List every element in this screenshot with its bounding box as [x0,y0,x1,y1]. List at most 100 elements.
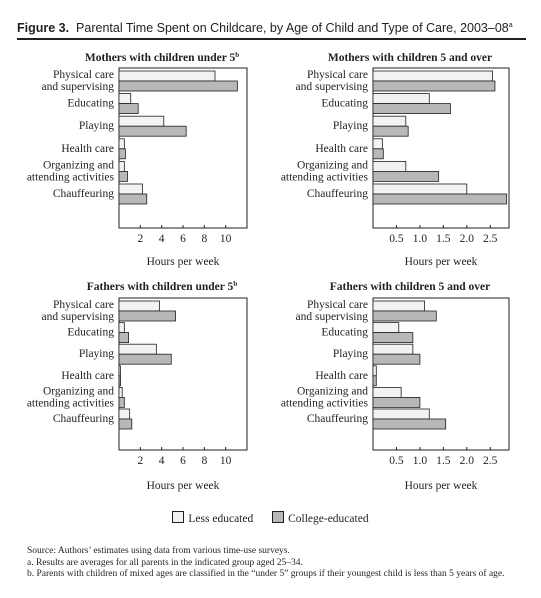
bar-fathers-under5-less-educated [118,386,123,398]
category-label-fathers-5over: Chauffeuring [307,413,368,425]
note-a: a. Results are averages for all parents … [27,557,303,568]
bar-fathers-under5-college-educated [118,418,133,430]
category-label-fathers-5over: and supervising [295,311,368,323]
x-tick-label-fathers-under5: 8 [201,455,207,467]
category-label-mothers-under5: Educating [67,98,114,110]
x-tick-label-mothers-under5: 2 [137,233,143,245]
title-rule [17,38,526,40]
legend-swatch-less-educated [172,511,185,523]
x-axis-label-mothers-under5: Hours per week [147,256,220,268]
bar-fathers-under5-less-educated [118,343,157,355]
bar-mothers-5over-less-educated [372,115,407,127]
bar-mothers-under5-college-educated [118,103,139,114]
category-label-fathers-under5: attending activities [27,397,115,409]
category-label-mothers-5over: Health care [315,143,368,155]
bar-mothers-5over-college-educated [372,170,440,182]
bar-fathers-under5-less-educated [118,365,121,377]
bar-mothers-5over-less-educated [372,183,468,195]
category-label-fathers-5over: attending activities [281,397,369,409]
category-label-fathers-under5: Playing [79,348,114,360]
bar-fathers-5over-college-educated [372,310,437,322]
bar-fathers-5over-college-educated [372,353,421,365]
category-label-fathers-5over: Physical care [307,299,368,311]
note-b: b. Parents with children of mixed ages a… [27,569,505,579]
chart-title-mothers-under5: Mothers with children under 5b [85,51,239,64]
bar-mothers-under5-college-educated [118,170,128,182]
category-label-fathers-under5: Educating [67,327,114,339]
category-label-mothers-under5: Chauffeuring [53,188,114,200]
bar-mothers-under5-less-educated [118,93,132,104]
bar-fathers-5over-college-educated [372,396,421,408]
x-tick-label-fathers-under5: 2 [137,455,143,467]
x-axis-label-mothers-5over: Hours per week [405,256,478,268]
category-label-mothers-under5: Physical care [53,69,114,81]
category-label-fathers-under5: Organizing and [43,385,114,397]
category-label-mothers-5over: Chauffeuring [307,188,368,200]
bar-mothers-5over-less-educated [372,138,383,150]
bar-fathers-under5-less-educated [118,322,125,334]
chart-title-fathers-5over: Fathers with children 5 and over [330,281,490,293]
bar-mothers-5over-less-educated [372,160,407,172]
bar-mothers-under5-less-educated [118,183,143,195]
category-label-fathers-5over: Organizing and [297,385,368,397]
x-tick-label-mothers-5over: 2.5 [483,233,498,245]
bar-fathers-under5-college-educated [118,332,129,344]
x-tick-label-mothers-under5: 4 [159,233,165,245]
bar-fathers-under5-less-educated [118,408,131,420]
bar-mothers-5over-less-educated [372,70,493,82]
bar-mothers-under5-less-educated [118,160,125,172]
bar-mothers-under5-college-educated [118,193,148,205]
chart-title-mothers-5over: Mothers with children 5 and over [328,52,492,64]
figure-title-marker: a [508,21,513,29]
x-tick-label-mothers-under5: 10 [220,233,232,245]
charts-canvas: Mothers with children under 5b2 4 6 8 10Hour… [27,51,510,492]
bar-fathers-5over-less-educated [372,343,414,355]
bar-fathers-under5-less-educated [118,300,160,312]
bar-fathers-5over-less-educated [372,365,377,377]
x-axis-label-fathers-under5: Hours per week [147,480,220,492]
bar-mothers-under5-college-educated [118,148,126,160]
category-label-mothers-under5: Playing [79,120,114,132]
figure-title: Figure 3. Parental Time Spent on Childca… [17,21,527,35]
x-tick-label-fathers-5over: 2.5 [483,455,498,467]
x-tick-label-fathers-5over: 2.0 [460,455,475,467]
category-label-fathers-5over: Playing [333,348,368,360]
bar-fathers-5over-less-educated [372,386,402,398]
category-label-fathers-under5: Chauffeuring [53,413,114,425]
category-label-mothers-under5: attending activities [27,171,115,183]
legend-label-less-educated: Less educated [188,513,254,525]
category-label-mothers-5over: Organizing and [297,159,368,171]
x-tick-label-fathers-5over: 1.0 [413,455,428,467]
note-source: Source: Authors’ estimates using data fr… [27,546,290,556]
bar-mothers-under5-college-educated [118,125,187,137]
category-label-mothers-under5: and supervising [41,81,114,93]
bar-fathers-under5-college-educated [118,396,125,408]
bar-fathers-under5-college-educated [118,375,121,387]
category-label-mothers-under5: Organizing and [43,159,114,171]
figure-label: Figure 3. [17,21,70,35]
bar-fathers-5over-less-educated [372,408,430,420]
x-tick-label-mothers-under5: 6 [180,233,186,245]
category-label-fathers-5over: Health care [315,370,368,382]
x-tick-label-fathers-under5: 10 [220,455,232,467]
bar-fathers-5over-less-educated [372,322,400,334]
category-label-mothers-under5: Health care [61,143,114,155]
category-label-fathers-under5: and supervising [41,311,114,323]
category-label-fathers-under5: Health care [61,370,114,382]
category-label-mothers-5over: attending activities [281,171,369,183]
bar-mothers-5over-college-educated [372,103,451,114]
category-label-fathers-5over: Educating [321,327,368,339]
x-tick-label-mothers-5over: 1.0 [413,233,428,245]
bar-mothers-under5-less-educated [118,138,125,150]
x-tick-label-mothers-5over: 0.5 [389,233,404,245]
bar-mothers-under5-less-educated [118,115,165,127]
category-label-mothers-5over: and supervising [295,81,368,93]
bar-mothers-5over-college-educated [372,125,409,137]
x-tick-label-mothers-5over: 2.0 [460,233,475,245]
bar-fathers-5over-college-educated [372,332,414,344]
bar-fathers-under5-college-educated [118,353,172,365]
x-tick-label-fathers-5over: 0.5 [389,455,404,467]
bar-mothers-under5-less-educated [118,70,216,82]
bar-fathers-5over-college-educated [372,375,377,387]
chart-title-fathers-under5: Fathers with children under 5b [87,280,238,293]
